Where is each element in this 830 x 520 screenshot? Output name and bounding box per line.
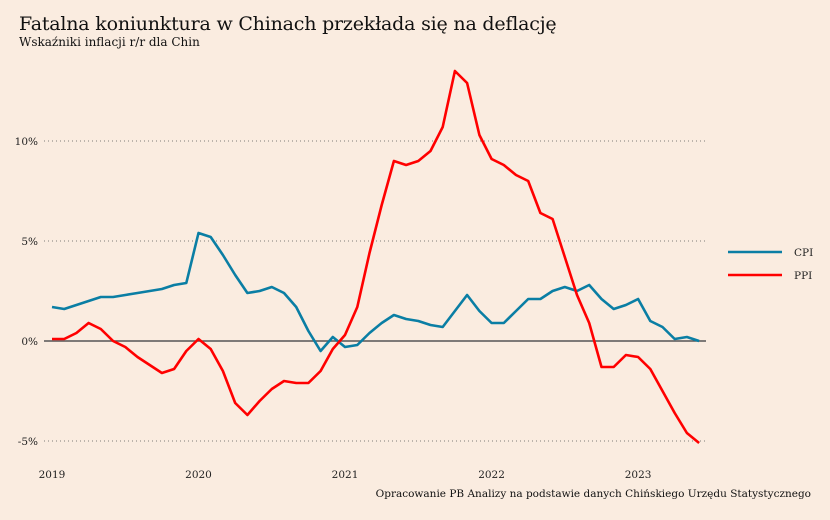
series-line-cpi [51, 231, 700, 353]
legend-label-ppi: PPI [794, 270, 812, 282]
x-tick-label: 2021 [332, 469, 359, 481]
x-tick-label: 2019 [39, 469, 66, 481]
x-tick-label: 2022 [478, 469, 505, 481]
y-tick-label: 5% [21, 236, 38, 248]
chart-title: Fatalna koniunktura w Chinach przekłada … [19, 13, 557, 35]
x-tick-label: 2023 [625, 469, 652, 481]
y-tick-label: 0% [21, 336, 38, 348]
source-note: Opracowanie PB Analizy na podstawie dany… [375, 488, 811, 500]
y-tick-label: -5% [18, 436, 38, 448]
legend-label-cpi: CPI [794, 247, 813, 259]
y-tick-label: 10% [15, 136, 38, 148]
x-tick-label: 2020 [185, 469, 212, 481]
chart-subtitle: Wskaźniki inflacji r/r dla Chin [19, 35, 200, 49]
series-line-ppi [52, 69, 700, 445]
